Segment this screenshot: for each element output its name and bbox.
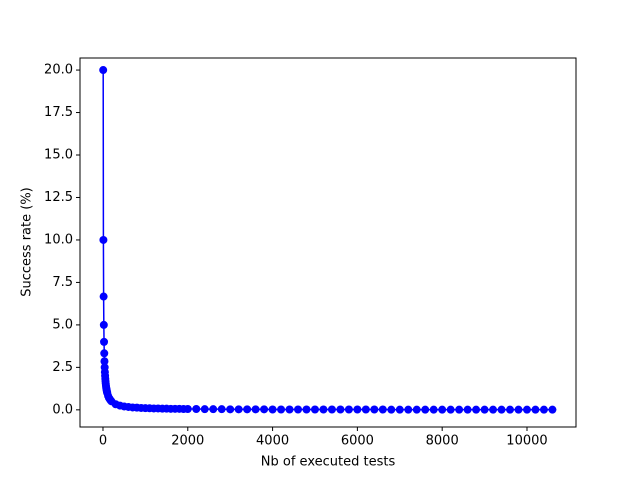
y-tick-label: 17.5 bbox=[44, 105, 73, 120]
y-axis-label: Success rate (%) bbox=[20, 187, 35, 297]
marker bbox=[404, 405, 413, 414]
marker bbox=[183, 404, 192, 413]
marker bbox=[234, 405, 243, 414]
marker bbox=[446, 405, 455, 414]
marker bbox=[99, 235, 108, 244]
marker bbox=[100, 357, 109, 366]
marker bbox=[251, 405, 260, 414]
y-tick-label: 7.5 bbox=[52, 275, 73, 290]
line bbox=[102, 70, 553, 411]
x-axis-label: Nb of executed tests bbox=[261, 455, 396, 470]
marker bbox=[506, 405, 515, 414]
marker bbox=[548, 405, 557, 414]
y-tick-label: 10.0 bbox=[44, 232, 73, 247]
marker bbox=[336, 405, 345, 414]
marker bbox=[268, 405, 277, 414]
marker bbox=[327, 405, 336, 414]
marker bbox=[438, 405, 447, 414]
marker bbox=[489, 405, 498, 414]
marker bbox=[319, 405, 328, 414]
marker bbox=[277, 405, 286, 414]
marker bbox=[243, 405, 252, 414]
y-tick-label: 12.5 bbox=[44, 190, 73, 205]
plot-frame bbox=[79, 57, 577, 428]
y-tick-label: 20.0 bbox=[44, 63, 73, 78]
marker bbox=[353, 405, 362, 414]
marker bbox=[421, 405, 430, 414]
y-tick-label: 0.0 bbox=[52, 402, 73, 417]
marker bbox=[539, 405, 548, 414]
marker bbox=[412, 405, 421, 414]
marker bbox=[99, 320, 108, 329]
marker bbox=[387, 405, 396, 414]
marker bbox=[370, 405, 379, 414]
x-tick-label: 6000 bbox=[341, 434, 374, 449]
x-tick-label: 2000 bbox=[171, 434, 204, 449]
marker bbox=[531, 405, 540, 414]
marker bbox=[463, 405, 472, 414]
marker bbox=[361, 405, 370, 414]
marker bbox=[100, 349, 109, 358]
marker bbox=[514, 405, 523, 414]
marker bbox=[294, 405, 303, 414]
x-tick-label: 10000 bbox=[506, 434, 547, 449]
y-tick-label: 5.0 bbox=[52, 317, 73, 332]
marker bbox=[226, 405, 235, 414]
marker bbox=[302, 405, 311, 414]
marker bbox=[99, 66, 108, 75]
marker bbox=[260, 405, 269, 414]
marker bbox=[100, 337, 109, 346]
marker bbox=[192, 404, 201, 413]
marker bbox=[200, 405, 209, 414]
marker bbox=[344, 405, 353, 414]
marker bbox=[480, 405, 489, 414]
marker bbox=[497, 405, 506, 414]
marker bbox=[378, 405, 387, 414]
x-tick-label: 8000 bbox=[426, 434, 459, 449]
marker bbox=[455, 405, 464, 414]
marker bbox=[429, 405, 438, 414]
marker bbox=[472, 405, 481, 414]
marker bbox=[522, 405, 531, 414]
marker bbox=[209, 405, 218, 414]
x-tick-label: 0 bbox=[99, 434, 107, 449]
x-tick-label: 4000 bbox=[256, 434, 289, 449]
y-tick-label: 15.0 bbox=[44, 148, 73, 163]
marker bbox=[99, 292, 108, 301]
marker bbox=[217, 405, 226, 414]
marker bbox=[285, 405, 294, 414]
marker bbox=[310, 405, 319, 414]
y-tick-label: 2.5 bbox=[52, 360, 73, 375]
marker bbox=[395, 405, 404, 414]
